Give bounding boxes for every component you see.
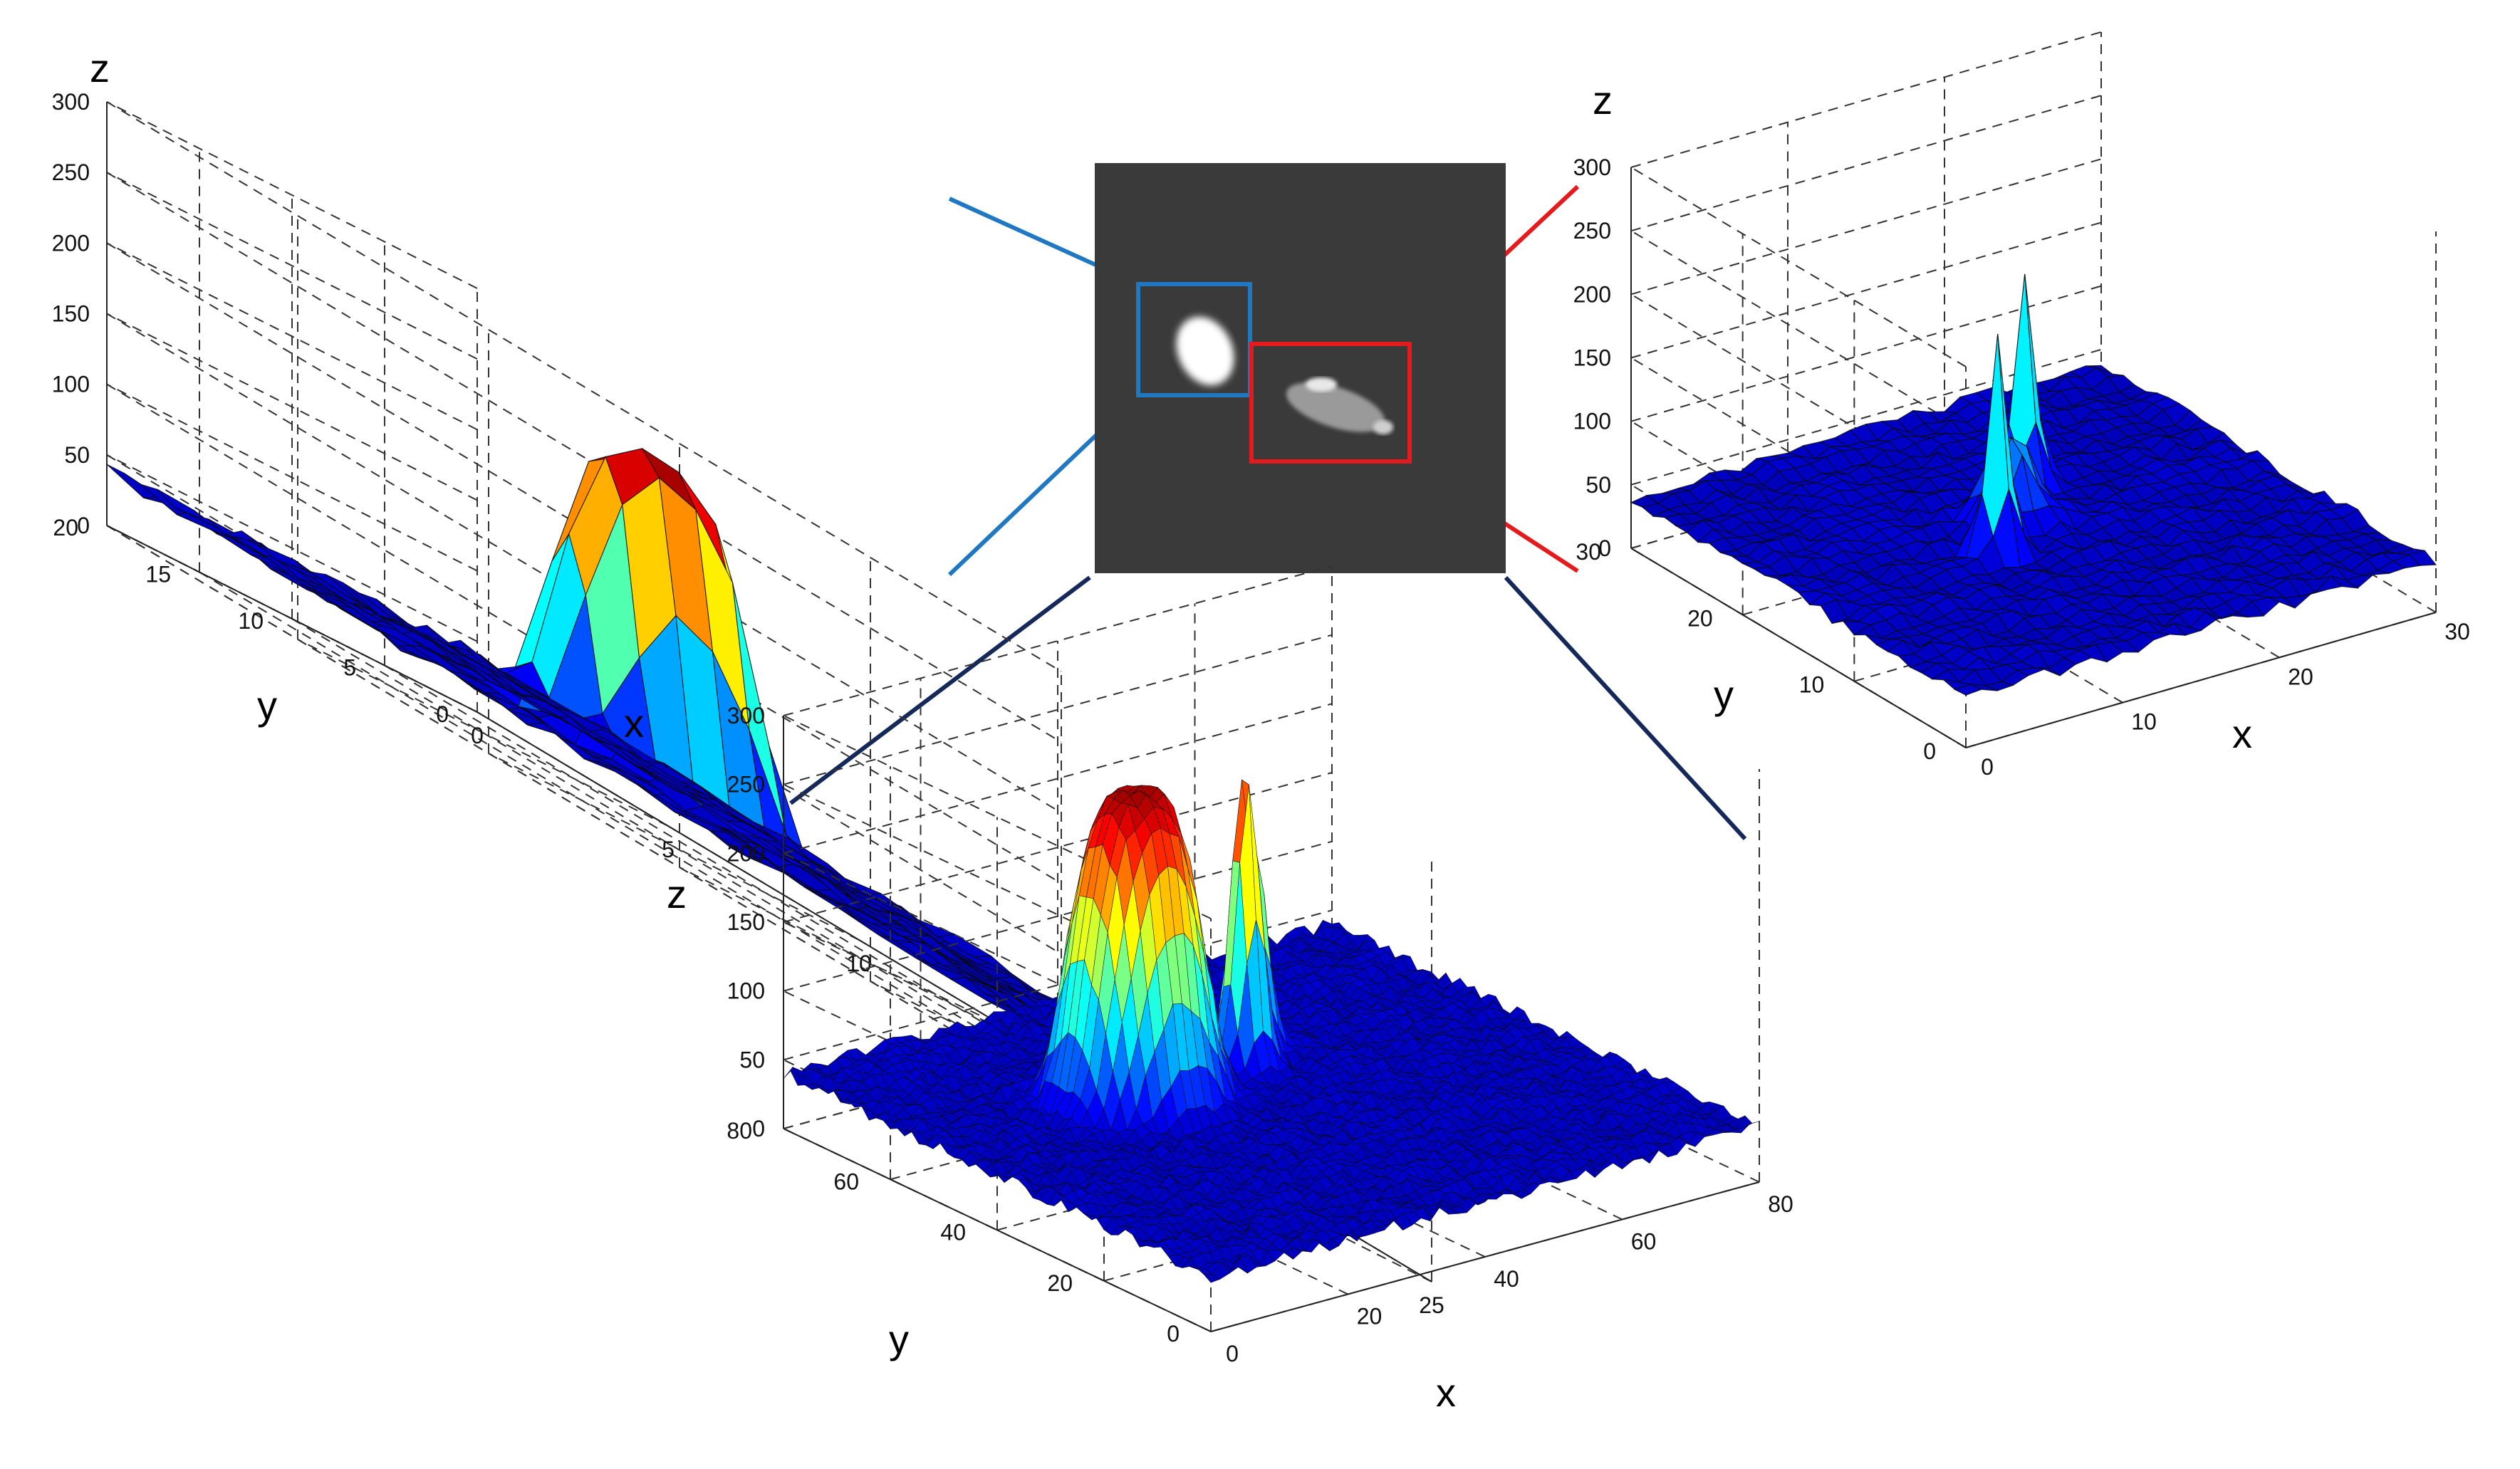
axes: [783, 716, 1760, 1332]
surface-face: [1557, 1030, 1575, 1039]
y-tick-label: 20: [1687, 605, 1713, 631]
x-axis-line: [1210, 1181, 1760, 1332]
y-axis-line: [1630, 548, 1967, 748]
z-tick-label: 150: [1573, 345, 1611, 371]
z-gridline-back-wall: [1630, 95, 2102, 232]
z-gridline-back-wall: [783, 840, 1333, 992]
surface-face: [176, 510, 231, 538]
z-axis-label: z: [90, 46, 110, 90]
z-gridline-back-wall: [1630, 285, 2102, 422]
x-axis-label: x: [2232, 711, 2252, 756]
z-gridline-back-wall: [1630, 31, 2102, 168]
z-gridline-left-wall: [1630, 230, 1967, 432]
x-tick-label: 25: [1419, 1292, 1444, 1318]
y-tick-label: 10: [1799, 672, 1825, 698]
y-tick-label: 10: [238, 608, 264, 634]
x-tick-label: 30: [2444, 619, 2470, 644]
x-tick-label: 10: [2131, 709, 2157, 735]
z-gridline-left-wall: [1630, 167, 1967, 367]
axes: [1630, 167, 2437, 748]
z-gridline-back-wall: [1630, 158, 2102, 296]
y-tick-label: 15: [145, 562, 171, 587]
z-tick-label: 100: [52, 372, 90, 397]
bright-object-blob: [1176, 316, 1234, 386]
x-tick-label: 5: [662, 837, 675, 862]
z-gridline-left-wall: [783, 990, 1212, 1195]
y-tick-label: 30: [1576, 539, 1601, 565]
z-gridline-left-wall: [783, 852, 1212, 1057]
z-axis-label: z: [1593, 78, 1613, 122]
z-gridline-back-wall: [783, 772, 1333, 923]
x-tick-label: 0: [1981, 754, 1994, 780]
inset-image: [1095, 163, 1506, 573]
dim-object-blob: [1286, 382, 1385, 432]
y-tick-label: 5: [343, 655, 356, 681]
y-axis-line: [783, 1128, 1212, 1332]
z-tick-label: 50: [64, 442, 90, 468]
z-gridline-back-wall: [783, 634, 1333, 785]
bottom-connector-left: [789, 575, 1091, 805]
y-axis-label: y: [257, 683, 277, 728]
z-tick-label: 250: [52, 160, 90, 185]
x-axis-label: x: [624, 701, 644, 746]
x-tick-label: 20: [2288, 664, 2313, 689]
z-gridline-left-wall: [106, 172, 478, 360]
surface-plot-left: 051015202505101520050100150200250300xyz: [52, 46, 1444, 1318]
z-tick-label: 0: [77, 513, 90, 538]
z-gridline-left-wall: [783, 715, 1212, 919]
surface-face: [2408, 550, 2437, 566]
z-tick-label: 300: [1573, 155, 1611, 180]
blue-highlight-box: [1136, 282, 1252, 397]
red-highlight-box: [1249, 342, 1412, 464]
z-tick-label: 200: [52, 230, 90, 256]
x-axis-line: [1965, 612, 2437, 748]
y-gridline-floor: [106, 525, 1062, 1096]
z-gridline-back-wall: [106, 101, 1062, 672]
z-gridline-back-wall: [106, 172, 1062, 743]
surface-mesh: [783, 779, 1760, 1283]
y-tick-label: 0: [436, 701, 449, 727]
dim-object-highlight: [1373, 420, 1393, 434]
inset-photo-background: [1095, 163, 1506, 573]
z-gridline-back-wall: [1630, 221, 2102, 359]
z-gridline-left-wall: [783, 921, 1212, 1126]
surface-mesh: [106, 448, 1432, 1220]
z-gridline-back-wall: [1630, 348, 2102, 486]
z-tick-label: 100: [1573, 409, 1611, 434]
z-tick-label: 250: [1573, 218, 1611, 244]
z-gridline-left-wall: [1630, 293, 1967, 495]
z-tick-label: 50: [1586, 472, 1611, 498]
bottom-connector-right: [1504, 575, 1747, 841]
x-tick-label: 0: [471, 723, 484, 748]
z-gridline-back-wall: [783, 565, 1333, 716]
y-tick-label: 20: [53, 515, 78, 540]
y-axis-line: [106, 525, 478, 713]
z-gridline-back-wall: [783, 703, 1333, 854]
surface-mesh: [1630, 273, 2437, 696]
z-gridline-left-wall: [106, 101, 478, 289]
z-tick-label: 150: [52, 301, 90, 327]
y-tick-label: 0: [1923, 738, 1936, 764]
dim-object-highlight: [1306, 377, 1337, 392]
z-tick-label: 0: [1598, 535, 1611, 561]
z-tick-label: 300: [52, 89, 90, 115]
z-gridline-left-wall: [783, 783, 1212, 988]
z-gridline-back-wall: [783, 909, 1333, 1061]
y-axis-label: y: [1714, 672, 1734, 717]
z-tick-label: 200: [1573, 281, 1611, 307]
